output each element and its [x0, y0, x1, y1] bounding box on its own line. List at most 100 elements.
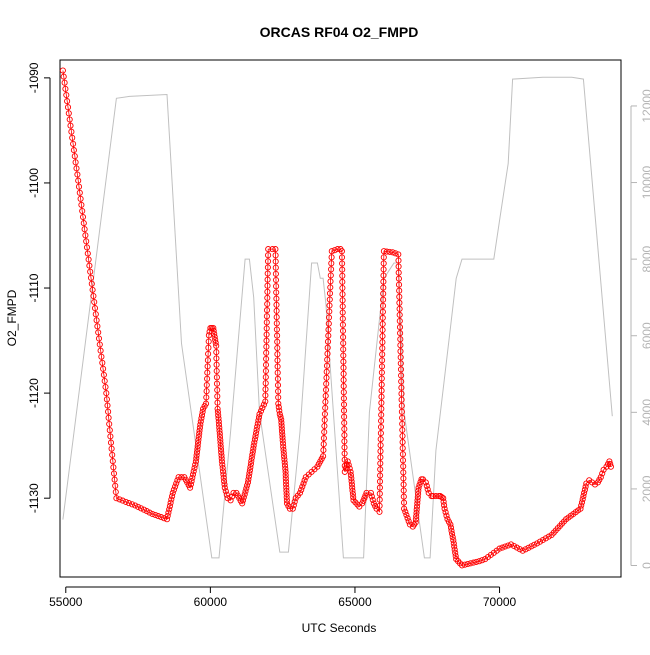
data-point: [380, 266, 387, 273]
data-point: [91, 305, 99, 312]
data-point: [326, 302, 333, 309]
data-point: [341, 468, 348, 475]
data-point: [102, 383, 109, 391]
data-point: [340, 401, 348, 408]
data-point: [399, 457, 407, 464]
data-point: [401, 505, 408, 512]
data-point: [109, 458, 116, 465]
data-point: [458, 562, 466, 569]
data-point: [276, 407, 283, 414]
data-point: [216, 427, 223, 434]
data-point: [263, 337, 270, 344]
data-point: [116, 496, 123, 503]
data-point: [167, 499, 174, 506]
data-point: [221, 484, 228, 491]
data-point: [262, 398, 269, 405]
data-point: [376, 478, 384, 485]
data-point: [249, 451, 256, 458]
data-point: [262, 392, 269, 399]
data-point: [108, 445, 115, 452]
data-point: [274, 369, 281, 376]
data-point: [395, 257, 402, 264]
data-point: [204, 369, 211, 376]
data-point: [339, 272, 346, 279]
data-point: [580, 493, 587, 500]
data-point: [203, 381, 210, 389]
data-point: [282, 475, 289, 482]
data-point: [218, 449, 225, 456]
data-point: [326, 290, 334, 297]
data-point: [321, 428, 328, 436]
data-point: [340, 376, 347, 384]
data-point: [272, 270, 279, 277]
data-point: [83, 238, 90, 245]
data-point: [449, 534, 456, 541]
data-point: [77, 195, 84, 202]
data-point: [165, 509, 172, 516]
data-point: [158, 514, 165, 521]
data-point: [129, 501, 136, 508]
data-point: [263, 307, 271, 314]
data-point: [369, 496, 376, 503]
data-point: [441, 505, 448, 512]
data-point: [414, 497, 421, 504]
data-point: [262, 361, 270, 368]
data-point: [82, 232, 89, 239]
data-point: [376, 508, 383, 515]
data-point: [107, 439, 115, 446]
data-point: [476, 558, 483, 565]
data-point: [255, 417, 262, 424]
data-point: [281, 459, 288, 466]
data-point: [339, 315, 346, 322]
data-point: [379, 345, 386, 352]
y2-tick-label: 8000: [640, 245, 650, 272]
y-tick-label: -1130: [27, 483, 41, 513]
data-point: [341, 456, 348, 463]
data-point: [283, 484, 290, 491]
data-point: [350, 494, 357, 501]
data-point: [96, 341, 103, 348]
data-point: [440, 495, 447, 502]
data-point: [405, 518, 412, 525]
data-point: [264, 282, 271, 289]
data-point: [278, 428, 286, 435]
data-point: [340, 364, 347, 371]
data-point: [377, 448, 384, 455]
data-point: [91, 298, 98, 306]
data-point: [90, 292, 97, 300]
data-point: [278, 416, 285, 423]
data-point: [244, 482, 251, 489]
data-point: [125, 500, 132, 507]
data-point: [215, 415, 222, 422]
data-point: [100, 371, 107, 378]
data-point: [377, 436, 384, 443]
data-point: [277, 413, 284, 420]
data-point: [93, 317, 100, 324]
data-point: [377, 466, 384, 473]
data-point: [214, 408, 221, 416]
data-point: [328, 254, 335, 261]
data-point: [275, 404, 282, 411]
data-point: [253, 429, 260, 437]
data-point: [328, 266, 335, 273]
data-point: [212, 336, 219, 343]
data-point: [323, 362, 331, 369]
data-point: [278, 425, 285, 432]
data-point: [363, 489, 370, 496]
data-point: [264, 264, 271, 271]
data-point: [221, 478, 228, 485]
data-point: [461, 561, 468, 568]
data-point: [149, 510, 156, 518]
axes-layer: 55000 60000 65000 70000-1090-1100-1110-1120…: [27, 62, 650, 609]
data-point: [377, 454, 384, 461]
data-point: [395, 251, 402, 258]
data-point: [378, 411, 385, 418]
data-point: [106, 427, 113, 434]
data-point: [262, 367, 269, 375]
data-point: [263, 349, 270, 356]
data-point: [273, 289, 280, 296]
data-point: [68, 128, 75, 135]
data-point: [321, 422, 328, 430]
data-point: [396, 299, 403, 306]
data-point: [89, 286, 96, 293]
